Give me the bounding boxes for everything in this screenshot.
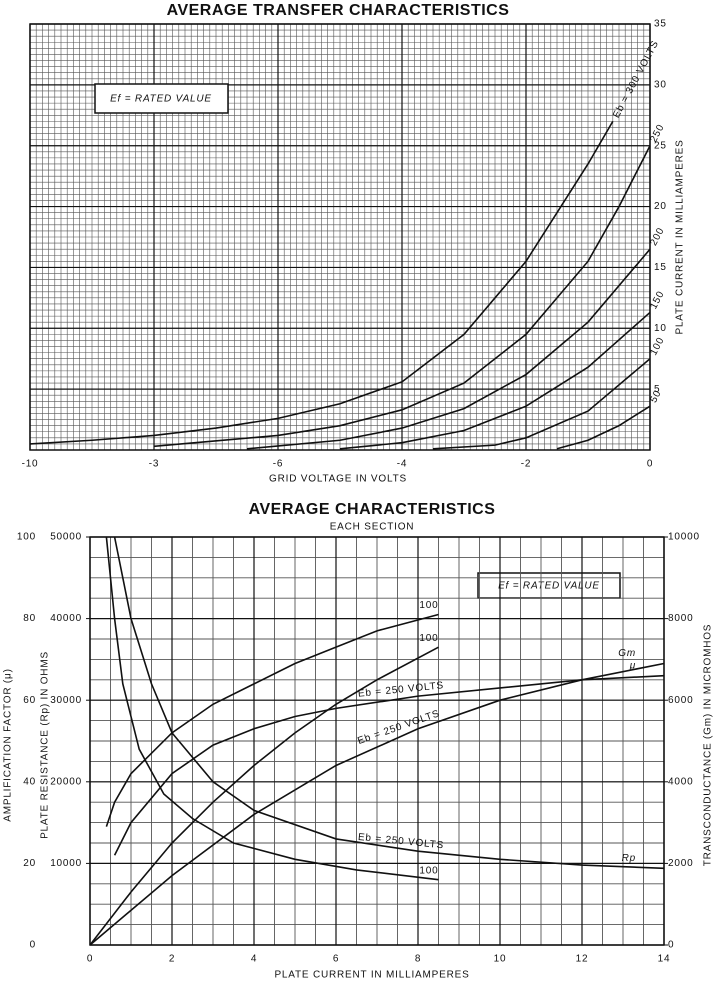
x-tick-label: -6	[273, 459, 284, 470]
x-tick-label: -3	[149, 459, 160, 470]
annotation: Ef = RATED VALUE	[498, 581, 600, 592]
x-tick-label: 10	[494, 954, 507, 965]
annotation-box	[94, 83, 229, 114]
y2-tick-label: 4000	[668, 776, 693, 787]
y2-tick-label: 2000	[668, 858, 693, 869]
x-tick-label: 2	[169, 954, 175, 965]
curve	[113, 674, 665, 856]
curve	[105, 613, 439, 827]
x-axis-label: PLATE CURRENT IN MILLIAMPERES	[274, 970, 469, 981]
y3-tick-label: 50000	[50, 532, 82, 543]
y-tick-label: 40	[23, 776, 36, 787]
curve	[432, 358, 651, 450]
plot-frame	[29, 23, 651, 451]
curve	[556, 405, 651, 450]
x-tick-label: 0	[647, 459, 653, 470]
curve-label: 100	[419, 633, 438, 644]
y2-tick-label: 6000	[668, 695, 693, 706]
y-tick-label: 0	[30, 940, 36, 951]
y-tick-label: 10	[654, 323, 667, 334]
chart-title: AVERAGE TRANSFER CHARACTERISTICS	[167, 2, 510, 19]
curve	[113, 536, 665, 870]
y-tick-label: 25	[654, 140, 667, 151]
curve-label: 50	[648, 388, 664, 404]
annotation: Ef = RATED VALUE	[110, 94, 212, 105]
y3-tick-label: 30000	[50, 695, 82, 706]
y-axis-label: AMPLIFICATION FACTOR (μ)	[3, 668, 14, 822]
y2-tick-label: 0	[668, 940, 674, 951]
curve	[246, 248, 651, 450]
y2-axis-label: TRANSCONDUCTANCE (Gm) IN MICROMHOS	[703, 624, 714, 867]
chart-subtitle: EACH SECTION	[330, 522, 415, 533]
y2-tick-label: 10000	[668, 532, 700, 543]
x-tick-label: 4	[251, 954, 257, 965]
y3-axis-label: PLATE RESISTANCE (Rp) IN OHMS	[40, 651, 51, 839]
y2-tick-label: 8000	[668, 613, 693, 624]
y-tick-label: 30	[654, 79, 667, 90]
y-tick-label: 20	[654, 201, 667, 212]
curve-tag: Rp	[622, 853, 636, 864]
curve-label: 100	[419, 600, 438, 611]
annotation-box	[477, 572, 621, 599]
x-tick-label: 0	[87, 954, 93, 965]
y-tick-label: 100	[17, 532, 36, 543]
y-tick-label: 60	[23, 695, 36, 706]
x-tick-label: 6	[333, 954, 339, 965]
x-tick-label: 12	[576, 954, 589, 965]
curve-tag: μ	[629, 660, 636, 671]
curve	[89, 646, 439, 946]
x-tick-label: 8	[415, 954, 421, 965]
curve	[105, 536, 439, 881]
curve	[153, 145, 651, 448]
curve	[339, 311, 651, 450]
x-tick-label: 14	[658, 954, 671, 965]
y-tick-label: 15	[654, 262, 667, 273]
curve-label: 100	[419, 865, 438, 876]
y3-tick-label: 20000	[50, 776, 82, 787]
x-axis-label: GRID VOLTAGE IN VOLTS	[269, 474, 407, 485]
curve	[29, 120, 614, 445]
chart-title: AVERAGE CHARACTERISTICS	[249, 501, 496, 518]
y-tick-label: 20	[23, 858, 36, 869]
y-tick-label: 80	[23, 613, 36, 624]
curve-tag: Gm	[618, 648, 636, 659]
plot-frame	[89, 536, 665, 946]
x-tick-label: -2	[521, 459, 532, 470]
y3-tick-label: 40000	[50, 613, 82, 624]
y-axis-label: PLATE CURRENT IN MILLIAMPERES	[675, 139, 686, 334]
y3-tick-label: 10000	[50, 858, 82, 869]
curve	[89, 662, 665, 946]
x-tick-label: -4	[397, 459, 408, 470]
x-tick-label: -10	[22, 459, 39, 470]
y-tick-label: 35	[654, 19, 667, 30]
y-tick-label: 5	[654, 384, 660, 395]
